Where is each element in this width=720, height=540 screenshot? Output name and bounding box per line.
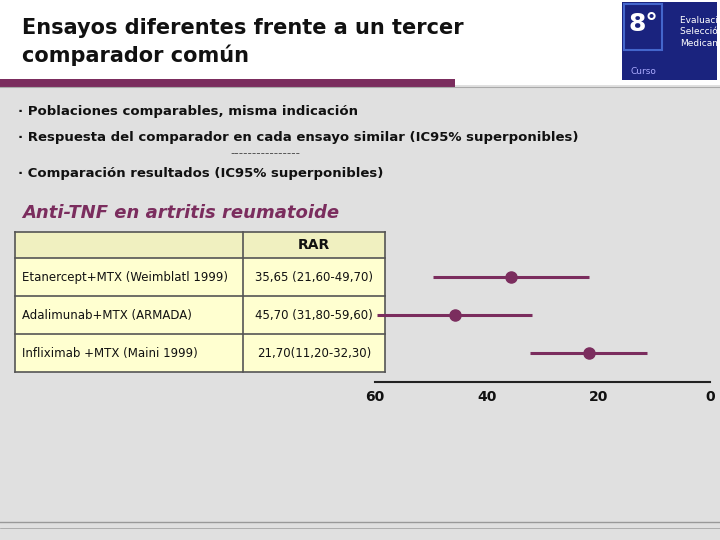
Text: · Respuesta del comparador en cada ensayo similar (IC95% superponibles): · Respuesta del comparador en cada ensay…	[18, 131, 578, 144]
Text: · Comparación resultados (IC95% superponibles): · Comparación resultados (IC95% superpon…	[18, 166, 383, 179]
Text: Etanercept+MTX (Weimblatl 1999): Etanercept+MTX (Weimblatl 1999)	[22, 271, 228, 284]
Text: 8°: 8°	[628, 12, 658, 36]
Text: 40: 40	[477, 390, 496, 404]
Text: 0: 0	[705, 390, 715, 404]
Text: 45,70 (31,80-59,60): 45,70 (31,80-59,60)	[255, 308, 373, 321]
Bar	[15, 232, 385, 258]
Text: 20: 20	[589, 390, 608, 404]
Bar	[15, 296, 385, 334]
Text: Adalimunab+MTX (ARMADA): Adalimunab+MTX (ARMADA)	[22, 308, 192, 321]
Bar	[0, 79, 455, 87]
Text: 60: 60	[365, 390, 384, 404]
Text: comparador común: comparador común	[22, 45, 249, 66]
Text: Infliximab +MTX (Maini 1999): Infliximab +MTX (Maini 1999)	[22, 347, 198, 360]
Bar	[624, 4, 662, 50]
Text: Evaluación y: Evaluación y	[680, 15, 720, 25]
Text: 35,65 (21,60-49,70): 35,65 (21,60-49,70)	[255, 271, 373, 284]
Text: 21,70(11,20-32,30): 21,70(11,20-32,30)	[257, 347, 371, 360]
Text: Anti-TNF en artritis reumatoide: Anti-TNF en artritis reumatoide	[22, 204, 339, 222]
Text: · Poblaciones comparables, misma indicación: · Poblaciones comparables, misma indicac…	[18, 105, 358, 118]
Bar	[622, 2, 717, 80]
Text: Medicamentos: Medicamentos	[680, 39, 720, 49]
Bar	[0, 0, 720, 85]
Bar	[15, 334, 385, 372]
Text: Selección de: Selección de	[680, 28, 720, 37]
Bar	[15, 258, 385, 296]
Text: Curso: Curso	[630, 66, 656, 76]
Text: ----------------: ----------------	[230, 147, 300, 160]
Text: RAR: RAR	[298, 238, 330, 252]
Text: Ensayos diferentes frente a un tercer: Ensayos diferentes frente a un tercer	[22, 18, 464, 38]
